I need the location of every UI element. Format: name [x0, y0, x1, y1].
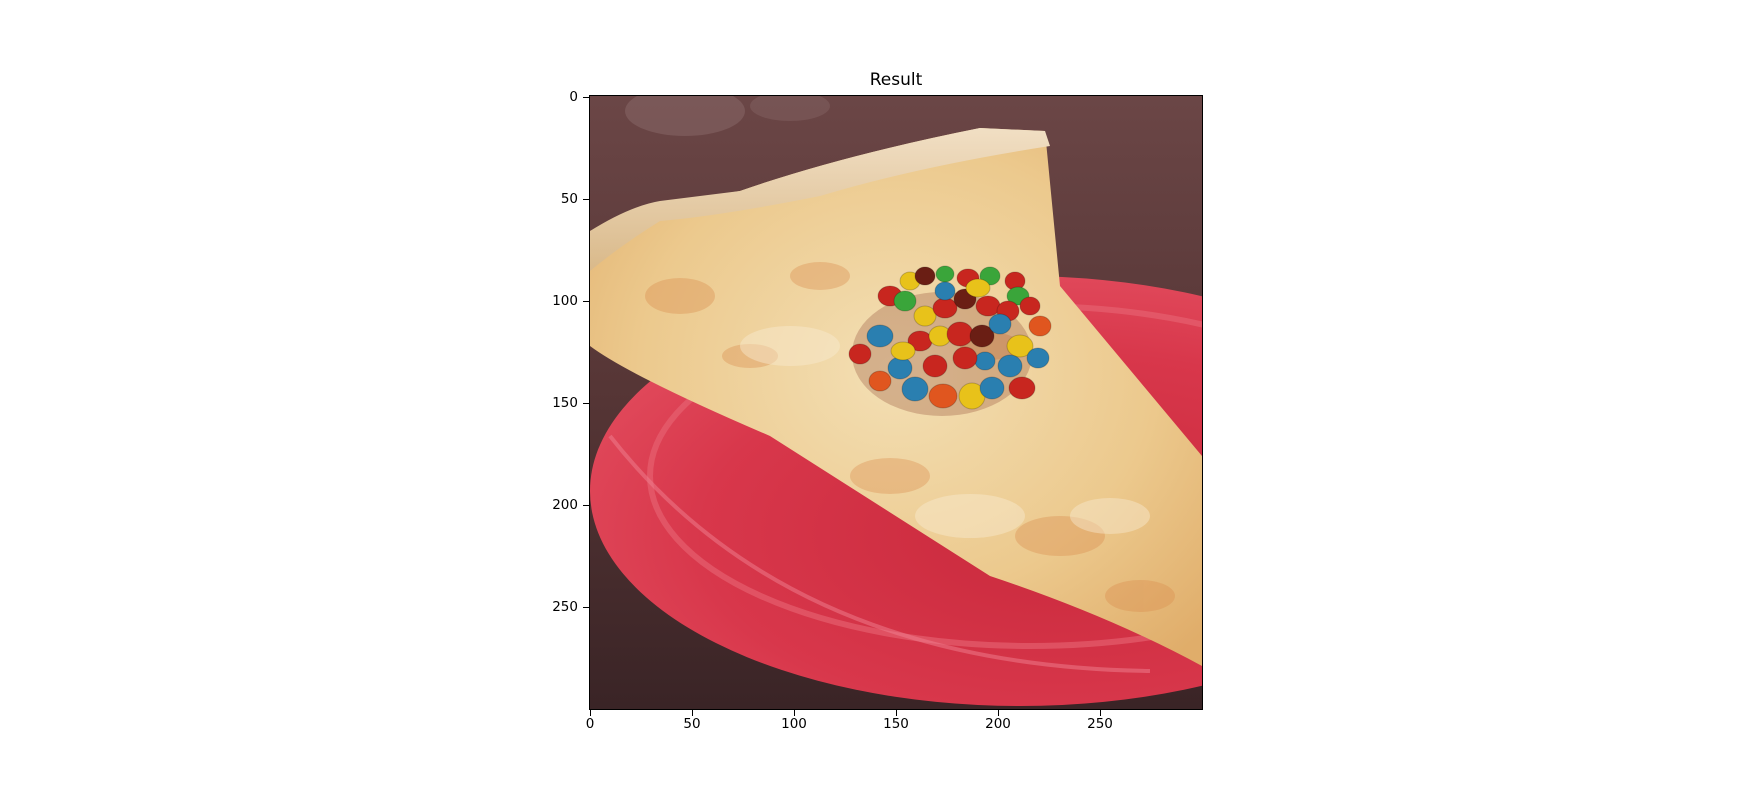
pizza-slice-region — [590, 128, 1202, 666]
y-tick-label: 50 — [560, 191, 578, 207]
x-tick-label: 200 — [985, 716, 1011, 732]
pizza-image — [590, 96, 1202, 709]
y-tick-label: 0 — [569, 89, 578, 105]
x-tick-label: 250 — [1087, 716, 1113, 732]
x-tick-label: 50 — [683, 716, 701, 732]
candy-pile — [848, 265, 1052, 416]
plot-title: Result — [869, 70, 923, 90]
x-tick-label: 150 — [883, 716, 909, 732]
x-tick-label: 0 — [585, 716, 595, 732]
y-tick-label: 200 — [552, 497, 578, 513]
x-tick-label: 100 — [781, 716, 807, 732]
y-tick-label: 250 — [552, 599, 578, 615]
y-tick-label: 100 — [552, 293, 578, 309]
pizza-crust-region — [590, 128, 1050, 271]
image-axes — [589, 95, 1203, 710]
y-tick-label: 150 — [552, 395, 578, 411]
